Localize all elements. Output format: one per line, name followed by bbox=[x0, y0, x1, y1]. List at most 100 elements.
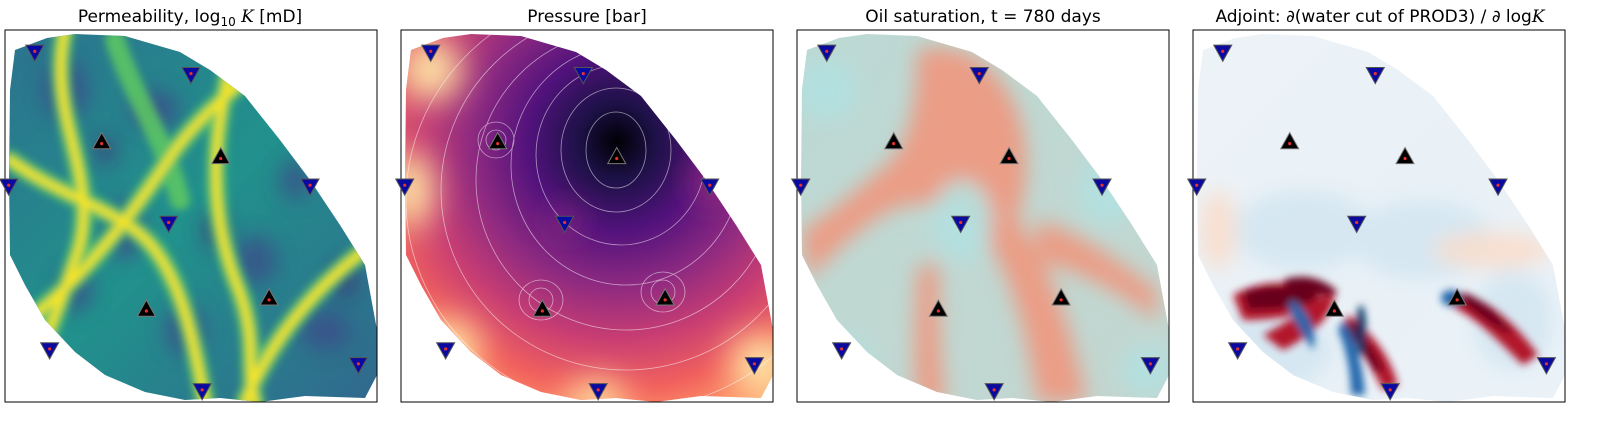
panel-permeability bbox=[0, 29, 378, 403]
producer-well-marker bbox=[950, 215, 971, 234]
producer-well-dot bbox=[167, 220, 171, 225]
producer-well-marker bbox=[39, 342, 60, 360]
panel-pressure bbox=[394, 29, 774, 403]
panel-4-title-k: K bbox=[1531, 7, 1546, 27]
producer-well-dot bbox=[752, 362, 756, 366]
injector-well-marker bbox=[1279, 131, 1300, 150]
panel-2-wells bbox=[394, 44, 765, 401]
panel-2-frame bbox=[400, 29, 774, 403]
injector-well-marker bbox=[1447, 287, 1467, 306]
producer-well-dot bbox=[1544, 362, 1548, 366]
panel-3-frame bbox=[796, 29, 1170, 403]
producer-well-marker bbox=[158, 215, 179, 234]
injector-well-dot bbox=[1007, 156, 1011, 161]
producer-well-dot bbox=[356, 362, 360, 366]
panel-3-wells bbox=[790, 44, 1161, 401]
producer-well-marker bbox=[969, 66, 990, 85]
panel-3-title: Oil saturation, t = 780 days bbox=[865, 7, 1101, 27]
injector-well-dot bbox=[1403, 156, 1407, 161]
panel-1-frame bbox=[4, 29, 378, 403]
producer-well-marker bbox=[699, 178, 720, 197]
injector-well-marker bbox=[532, 298, 553, 317]
producer-well-marker bbox=[1212, 44, 1233, 63]
producer-well-dot bbox=[189, 72, 193, 76]
producer-well-dot bbox=[1373, 72, 1377, 76]
producer-well-dot bbox=[7, 183, 11, 187]
producer-well-marker bbox=[181, 66, 201, 85]
panel-4-title: Adjoint: ∂(water cut of PROD3) / ∂ logK bbox=[1215, 7, 1545, 27]
injector-well-dot bbox=[1332, 309, 1336, 313]
injector-well-dot bbox=[1455, 298, 1459, 302]
producer-well-marker bbox=[435, 342, 456, 360]
injector-well-marker bbox=[999, 146, 1019, 165]
producer-well-dot bbox=[708, 183, 712, 187]
injector-well-dot bbox=[1059, 298, 1063, 302]
producer-well-marker bbox=[1365, 66, 1386, 85]
producer-well-dot bbox=[1496, 183, 1500, 187]
producer-well-marker bbox=[1346, 215, 1367, 234]
panel-1-title: Permeability, log10 K [mD] bbox=[78, 7, 302, 29]
injector-well-marker bbox=[655, 287, 675, 306]
injector-well-dot bbox=[615, 156, 619, 161]
injector-well-dot bbox=[936, 309, 940, 313]
injector-well-marker bbox=[883, 131, 904, 150]
producer-well-dot bbox=[563, 220, 567, 225]
producer-well-dot bbox=[33, 49, 37, 53]
injector-well-marker bbox=[1324, 298, 1345, 317]
injector-well-marker bbox=[928, 298, 949, 317]
producer-well-dot bbox=[825, 49, 829, 53]
producer-well-dot bbox=[799, 183, 803, 187]
producer-well-marker bbox=[790, 178, 811, 197]
injector-well-marker bbox=[487, 131, 508, 150]
producer-well-dot bbox=[200, 388, 204, 392]
producer-well-marker bbox=[1140, 357, 1161, 375]
producer-well-marker bbox=[420, 44, 441, 63]
producer-well-dot bbox=[1388, 388, 1392, 392]
producer-well-dot bbox=[1236, 347, 1240, 351]
producer-well-dot bbox=[1148, 362, 1152, 366]
producer-well-dot bbox=[596, 388, 600, 392]
producer-well-marker bbox=[1227, 342, 1248, 360]
producer-well-dot bbox=[403, 183, 407, 187]
producer-well-marker bbox=[554, 215, 575, 234]
injector-well-marker bbox=[210, 146, 231, 165]
injector-well-marker bbox=[259, 287, 279, 306]
panel-1-title-sub: 10 bbox=[220, 15, 235, 29]
producer-well-marker bbox=[0, 178, 19, 197]
injector-well-dot bbox=[496, 142, 500, 146]
producer-well-dot bbox=[1355, 220, 1359, 225]
producer-well-dot bbox=[840, 347, 844, 351]
producer-well-marker bbox=[394, 178, 415, 197]
injector-well-dot bbox=[219, 156, 223, 161]
injector-well-marker bbox=[1395, 146, 1415, 165]
producer-well-marker bbox=[573, 66, 594, 85]
injector-well-marker bbox=[606, 146, 627, 165]
injector-well-dot bbox=[663, 298, 667, 302]
producer-well-marker bbox=[588, 383, 609, 401]
producer-well-dot bbox=[48, 347, 52, 351]
producer-well-dot bbox=[1100, 183, 1104, 187]
injector-well-dot bbox=[100, 142, 104, 146]
panel-4-frame bbox=[1192, 29, 1566, 403]
injector-well-dot bbox=[540, 309, 544, 313]
producer-well-dot bbox=[1195, 183, 1199, 187]
panel-oil-saturation bbox=[790, 29, 1170, 403]
producer-well-marker bbox=[348, 357, 369, 375]
producer-well-marker bbox=[831, 342, 852, 360]
panel-1-wells bbox=[0, 44, 369, 401]
producer-well-dot bbox=[977, 72, 981, 76]
producer-well-marker bbox=[1092, 178, 1112, 197]
producer-well-marker bbox=[816, 44, 837, 63]
producer-well-marker bbox=[300, 178, 320, 197]
injector-well-dot bbox=[892, 142, 896, 146]
producer-well-dot bbox=[959, 220, 963, 225]
injector-well-marker bbox=[91, 131, 112, 150]
producer-well-dot bbox=[992, 388, 996, 392]
producer-well-marker bbox=[1488, 178, 1508, 197]
producer-well-marker bbox=[24, 44, 45, 63]
producer-well-marker bbox=[1536, 357, 1557, 375]
panel-adjoint bbox=[1186, 29, 1566, 403]
injector-well-marker bbox=[1051, 287, 1071, 306]
producer-well-dot bbox=[444, 347, 448, 351]
